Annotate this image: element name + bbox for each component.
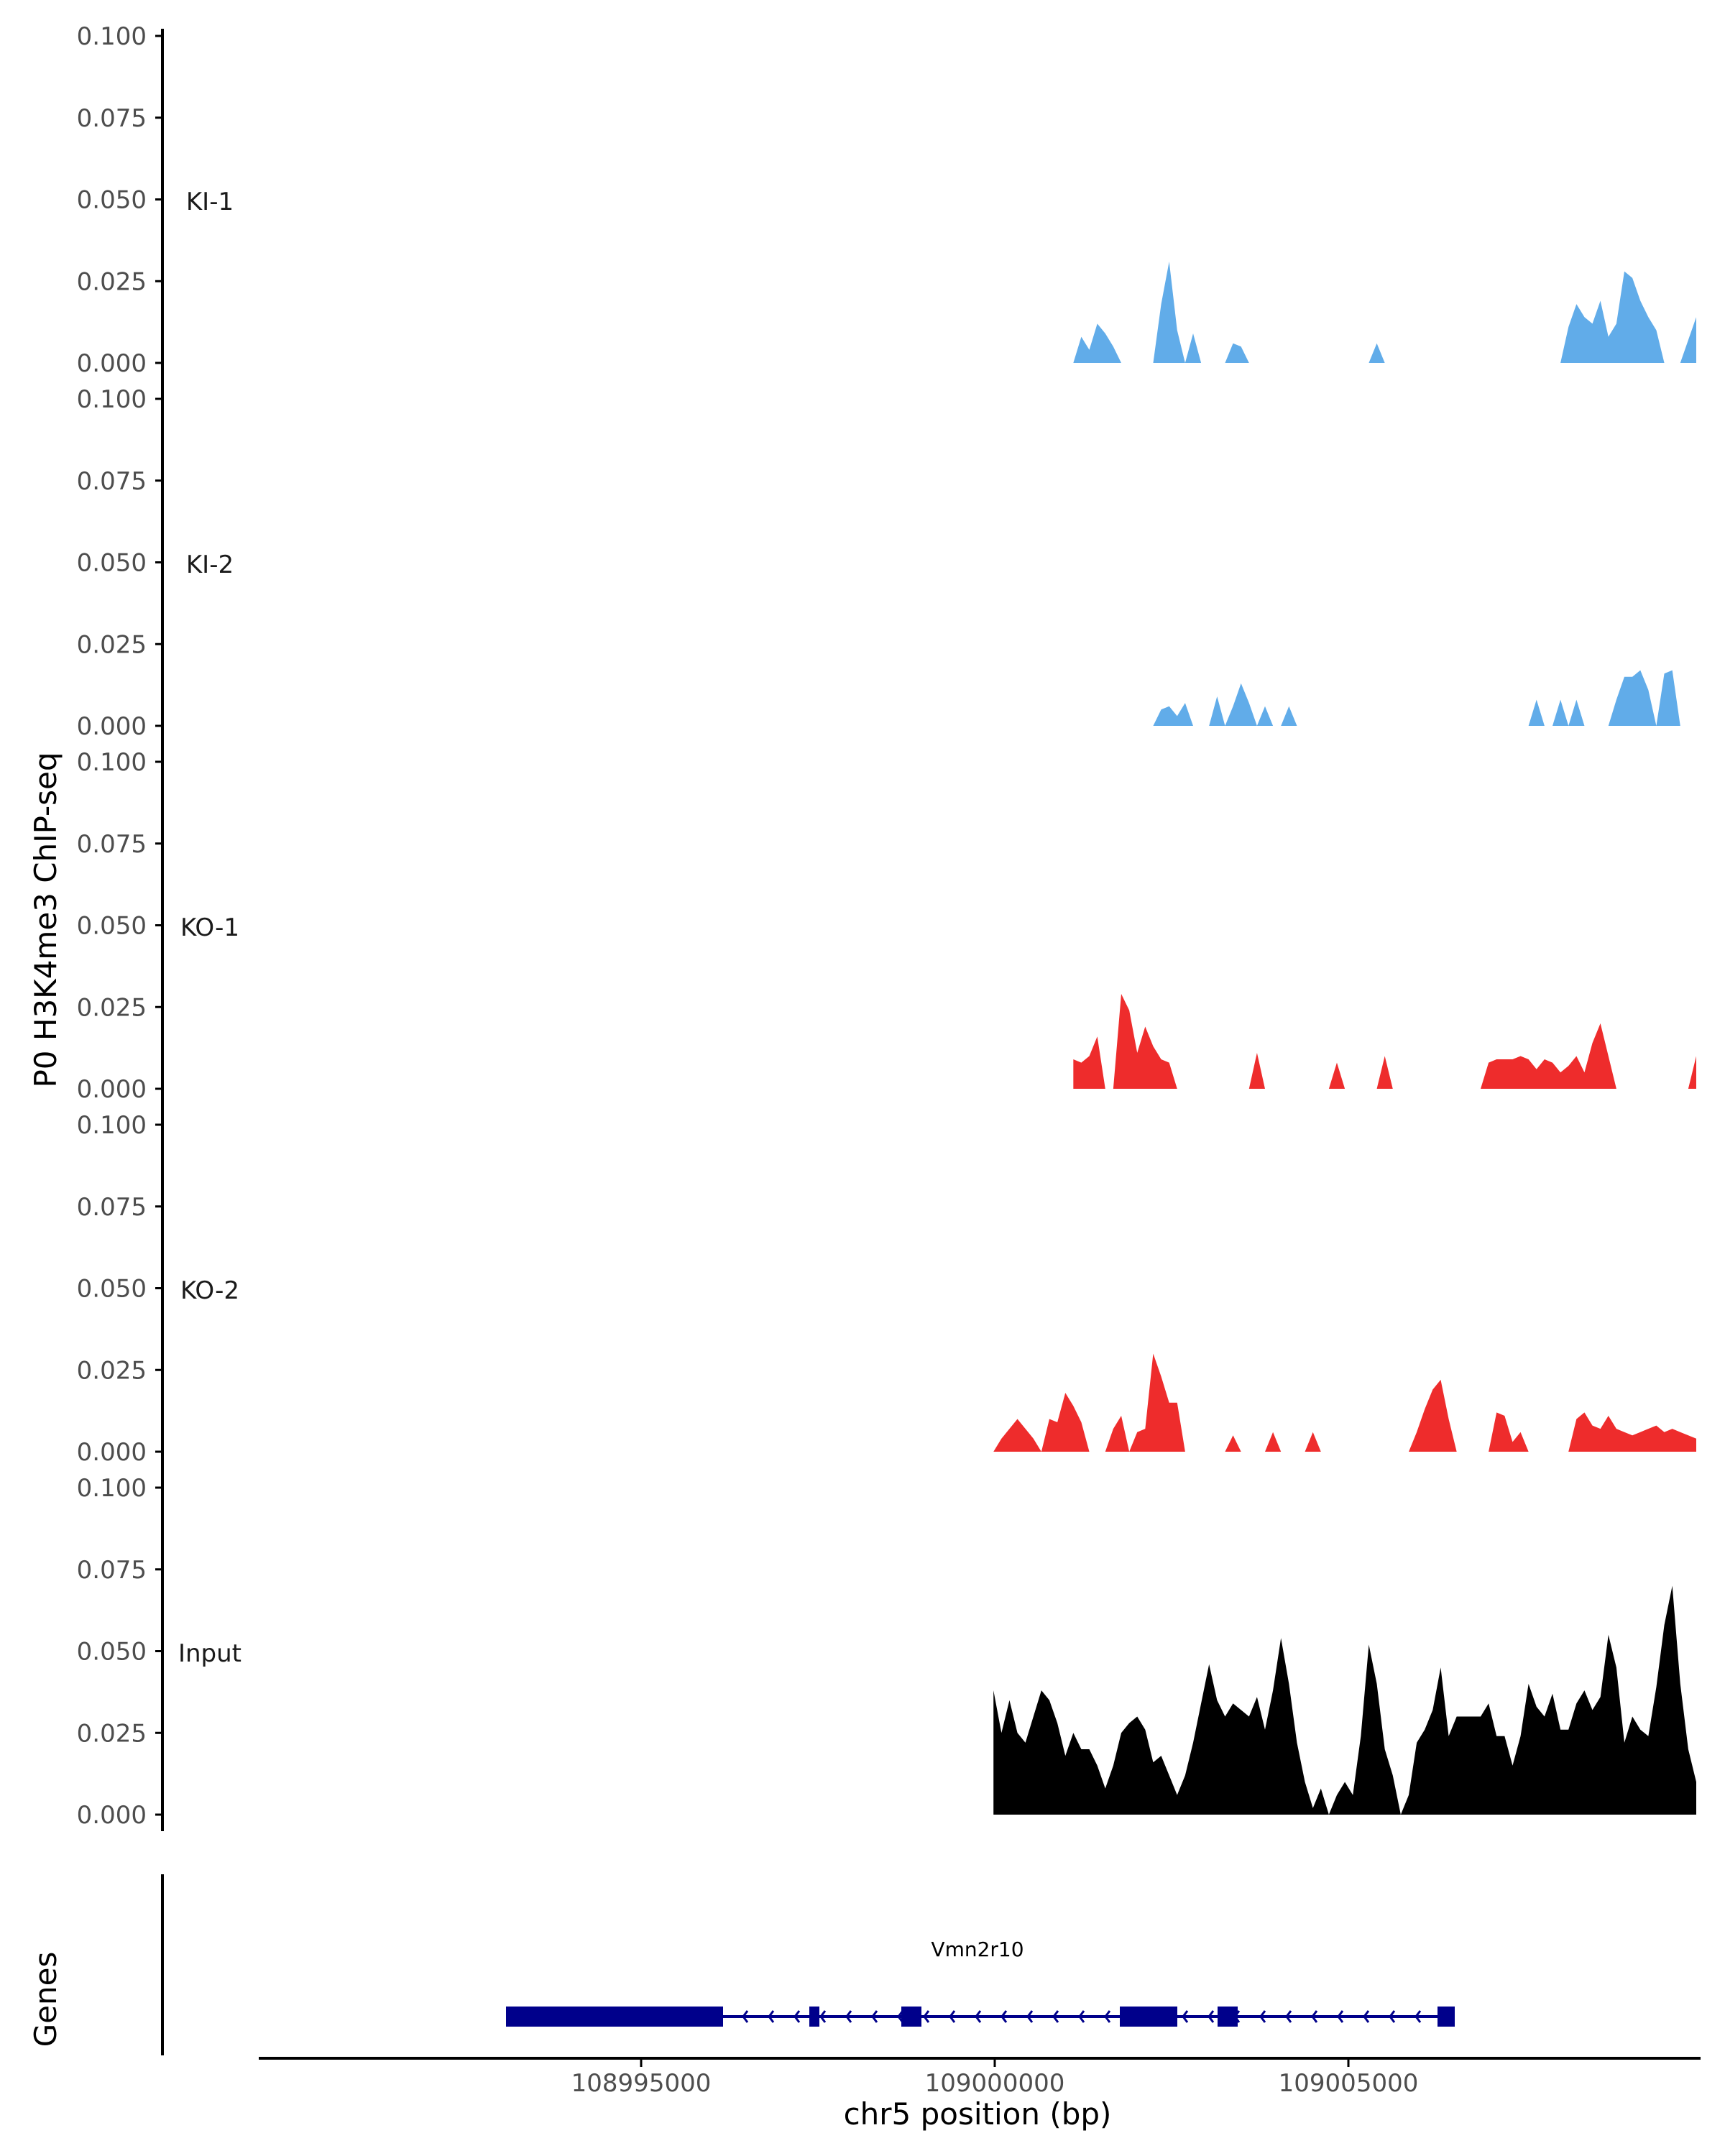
gene-exon-block <box>809 2007 819 2027</box>
track-name-label: KO-2 <box>180 1276 239 1305</box>
strand-arrow-icon <box>1363 2010 1370 2023</box>
y-tick-label: 0.075 <box>77 467 147 496</box>
strand-arrow-icon <box>975 2010 982 2023</box>
strand-arrow-icon <box>1285 2010 1292 2023</box>
track-ki-1: 0.000 0.025 0.050 0.075 0.100 KI-1 <box>77 22 1696 378</box>
track-name-label: KO-1 <box>180 913 239 942</box>
y-tick-label: 0.075 <box>77 1193 147 1222</box>
strand-arrow-icon <box>768 2010 775 2023</box>
strand-arrow-icon <box>819 2010 827 2023</box>
track-name-label: KI-2 <box>186 550 234 579</box>
x-tick-label: 108995000 <box>571 2069 712 2098</box>
y-tick-label: 0.075 <box>77 104 147 133</box>
y-tick-label: 0.025 <box>77 267 147 296</box>
y-tick-label: 0.050 <box>77 549 147 578</box>
coverage-area-ko-1 <box>1073 994 1696 1089</box>
track-ko-1: 0.000 0.025 0.050 0.075 0.100 KO-1 <box>77 748 1696 1104</box>
x-axis-title: chr5 position (bp) <box>844 2096 1112 2132</box>
strand-arrow-icon <box>1052 2010 1059 2023</box>
y-tick-label: 0.050 <box>77 1275 147 1304</box>
strand-arrow-icon <box>845 2010 852 2023</box>
coverage-area-ki-1 <box>1073 261 1696 363</box>
y-tick-label: 0.100 <box>77 22 147 51</box>
gene-exon-block <box>506 2007 723 2027</box>
gene-panel <box>161 1874 1455 2055</box>
coverage-area-ko-2 <box>993 1353 1696 1452</box>
strand-arrow-icon <box>1000 2010 1008 2023</box>
strand-arrow-icon <box>742 2010 749 2023</box>
y-tick-label: 0.000 <box>77 712 147 741</box>
strand-arrow-icon <box>1078 2010 1085 2023</box>
coverage-tracks: 0.0000.0250.0500.0750.100KI-10.0000.0250… <box>77 22 1696 1831</box>
strand-arrow-icon <box>871 2010 878 2023</box>
strand-arrow-icon <box>1156 2010 1163 2023</box>
gene-exon-block <box>1120 2007 1177 2027</box>
strand-arrow-icon <box>1182 2010 1189 2023</box>
y-axis-title: P0 H3K4me3 ChIP-seq <box>28 752 63 1087</box>
y-tick-label: 0.000 <box>77 349 147 378</box>
strand-arrow-icon <box>897 2010 904 2023</box>
y-tick-label: 0.100 <box>77 385 147 414</box>
y-tick-label: 0.100 <box>77 1111 147 1140</box>
y-tick-label: 0.050 <box>77 186 147 215</box>
track-name-label: KI-1 <box>186 188 234 216</box>
strand-arrow-icon <box>1337 2010 1344 2023</box>
y-tick-label: 0.025 <box>77 1719 147 1748</box>
y-tick-label: 0.050 <box>77 1638 147 1667</box>
track-ki-2: 0.000 0.025 0.050 0.075 0.100 KI-2 <box>77 385 1696 741</box>
track-name-label: Input <box>178 1639 242 1668</box>
coverage-area-input <box>993 1585 1696 1815</box>
y-tick-label: 0.000 <box>77 1438 147 1467</box>
strand-arrow-icon <box>794 2010 801 2023</box>
y-tick-label: 0.025 <box>77 1356 147 1385</box>
gene-name-label: Vmn2r10 <box>931 1938 1024 1961</box>
track-ko-2: 0.000 0.025 0.050 0.075 0.100 KO-2 <box>77 1111 1696 1467</box>
x-axis: 108995000 109000000 109005000 <box>259 2057 1701 2098</box>
y-tick-label: 0.025 <box>77 630 147 659</box>
strand-arrow-icon <box>1414 2010 1422 2023</box>
strand-arrow-icon <box>1026 2010 1034 2023</box>
x-tick-label: 109005000 <box>1279 2069 1419 2098</box>
strand-arrow-icon <box>949 2010 956 2023</box>
strand-arrow-icon <box>1130 2010 1137 2023</box>
y-tick-label: 0.050 <box>77 912 147 941</box>
gene-exon-block <box>901 2007 921 2027</box>
y-tick-label: 0.100 <box>77 748 147 777</box>
y-tick-label: 0.075 <box>77 1556 147 1585</box>
strand-arrow-icon <box>923 2010 930 2023</box>
strand-arrow-icon <box>1104 2010 1111 2023</box>
gene-exon-block <box>1438 2007 1455 2027</box>
strand-arrow-icon <box>1233 2010 1241 2023</box>
strand-arrow-icon <box>1208 2010 1215 2023</box>
y-tick-label: 0.000 <box>77 1075 147 1104</box>
y-tick-label: 0.075 <box>77 830 147 859</box>
genes-panel-title: Genes <box>28 1952 63 2047</box>
strand-arrow-icon <box>1311 2010 1318 2023</box>
strand-arrow-icon <box>1389 2010 1396 2023</box>
strand-arrow-icon <box>1259 2010 1266 2023</box>
y-tick-label: 0.025 <box>77 993 147 1022</box>
y-tick-label: 0.000 <box>77 1801 147 1830</box>
track-input: 0.000 0.025 0.050 0.075 0.100 Input <box>77 1474 1696 1830</box>
y-tick-label: 0.100 <box>77 1474 147 1503</box>
coverage-area-ki-2 <box>1153 670 1696 726</box>
x-tick-label: 109000000 <box>925 2069 1065 2098</box>
